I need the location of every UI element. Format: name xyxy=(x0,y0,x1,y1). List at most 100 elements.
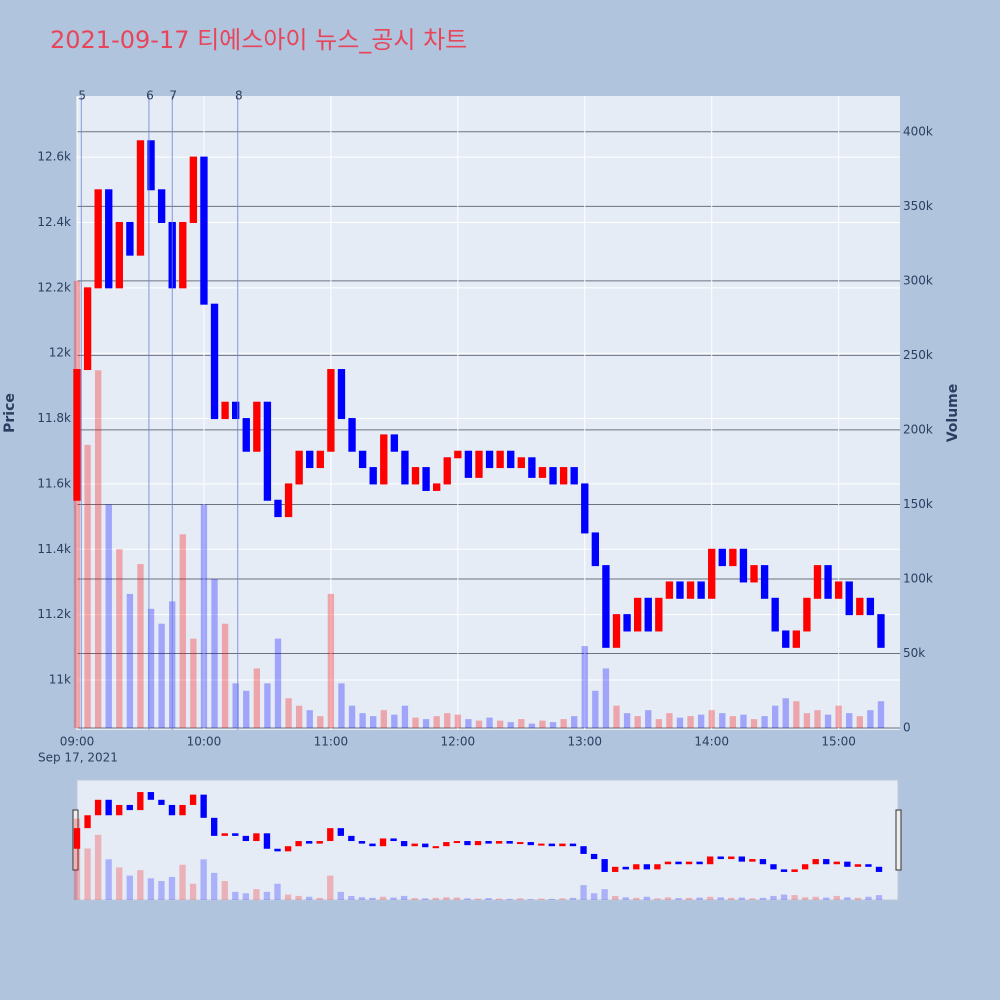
candle xyxy=(845,581,853,616)
slider-candle xyxy=(833,861,840,865)
slider-candle xyxy=(147,792,155,800)
candle xyxy=(210,303,219,420)
candle xyxy=(295,450,303,485)
candle xyxy=(623,614,631,632)
slider-candle xyxy=(780,869,788,872)
volume-bar xyxy=(581,646,588,729)
candle xyxy=(390,434,399,452)
candle xyxy=(591,532,600,567)
slider-volume xyxy=(379,896,387,900)
x-tick-label: 10:00 xyxy=(187,735,222,749)
slider-candle xyxy=(664,861,672,865)
volume-bar xyxy=(549,722,557,729)
volume-bar xyxy=(359,713,366,729)
slider-volume xyxy=(411,898,418,900)
slider-candle xyxy=(622,866,629,870)
y-tick-label: 11k xyxy=(49,672,71,686)
slider-volume xyxy=(622,897,629,900)
volume-bar xyxy=(602,668,610,729)
volume-bar xyxy=(190,638,197,729)
y2-tick-label: 0 xyxy=(903,721,911,735)
slider-volume xyxy=(633,897,640,900)
candle xyxy=(782,630,790,648)
slider-candle xyxy=(348,835,355,842)
slider-volume xyxy=(73,818,81,900)
slider-volume xyxy=(94,834,102,900)
volume-bar xyxy=(856,716,863,729)
slider-candle xyxy=(253,833,260,842)
volume-bar xyxy=(507,722,514,729)
volume-bar xyxy=(835,705,842,729)
slider-volume xyxy=(305,896,313,900)
y2-tick-label: 350k xyxy=(903,199,933,213)
candle xyxy=(612,614,621,648)
volume-bar xyxy=(729,716,737,729)
slider-volume xyxy=(696,897,703,900)
volume-bar xyxy=(348,705,356,729)
slider-volume xyxy=(168,876,176,900)
volume-bar xyxy=(687,716,694,729)
slider-handle[interactable] xyxy=(895,809,902,871)
slider-volume xyxy=(147,878,155,900)
slider-volume xyxy=(116,867,123,900)
slider-volume xyxy=(801,897,809,900)
slider-candle xyxy=(569,843,577,847)
slider-candle xyxy=(432,846,439,849)
y-tick-label: 11.4k xyxy=(37,542,71,556)
volume-bar xyxy=(486,717,493,729)
candle xyxy=(179,221,187,289)
slider-candle xyxy=(295,841,302,847)
candle xyxy=(760,565,769,599)
slider-volume xyxy=(664,897,672,900)
volume-bar xyxy=(380,710,387,729)
candle xyxy=(327,369,335,452)
candle xyxy=(337,369,346,420)
candle xyxy=(358,450,367,469)
y-tick-label: 12.6k xyxy=(37,150,71,164)
slider-volume xyxy=(348,895,355,900)
slider-volume xyxy=(749,898,756,900)
annotation-label: 5 xyxy=(78,89,86,103)
slider-volume xyxy=(443,897,450,900)
slider-candle xyxy=(232,833,239,836)
candle xyxy=(454,450,462,459)
slider-candle xyxy=(749,859,756,862)
candle xyxy=(422,467,430,491)
slider-candle xyxy=(453,841,461,844)
slider-candle xyxy=(517,842,524,845)
slider-candle xyxy=(189,794,197,805)
slider-candle xyxy=(654,864,661,870)
candle xyxy=(549,467,557,485)
slider-volume xyxy=(780,894,788,900)
candle xyxy=(655,597,663,632)
slider-candle xyxy=(464,841,471,846)
volume-bar xyxy=(158,623,165,729)
y2-tick-label: 150k xyxy=(903,497,933,511)
slider-candle xyxy=(316,841,323,844)
slider-volume xyxy=(253,889,260,900)
slider-volume xyxy=(221,881,228,900)
candle xyxy=(189,156,198,223)
slider-volume xyxy=(390,897,397,900)
slider-volume xyxy=(612,895,619,900)
volume-bar xyxy=(782,698,789,729)
x-tick-label: 11:00 xyxy=(314,735,349,749)
volume-bar xyxy=(391,714,398,729)
volume-bar xyxy=(539,720,546,729)
candle xyxy=(136,140,145,256)
volume-bar xyxy=(147,608,155,729)
slider-volume xyxy=(485,898,492,900)
candle xyxy=(813,565,822,599)
candle xyxy=(115,221,123,289)
candle xyxy=(676,581,684,599)
volume-bar xyxy=(221,623,229,729)
slider-candle xyxy=(865,864,872,867)
y-tick-label: 11.2k xyxy=(37,607,71,621)
slider-volume xyxy=(548,898,556,900)
x-tick-label: 14:00 xyxy=(694,735,729,749)
candle xyxy=(644,597,652,632)
slider-volume xyxy=(242,893,250,900)
candle xyxy=(443,457,451,485)
range-slider[interactable] xyxy=(76,779,899,901)
candle xyxy=(411,467,420,485)
